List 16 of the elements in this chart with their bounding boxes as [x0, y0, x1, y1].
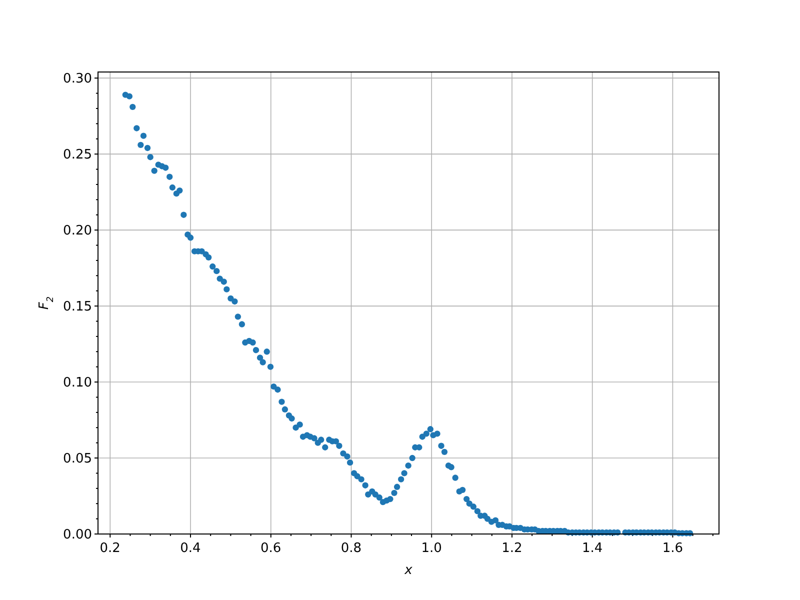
y-tick-label: 0.25 — [63, 148, 92, 163]
x-tick-label: 0.6 — [260, 541, 282, 556]
y-tick-label: 0.05 — [63, 452, 92, 467]
y-tick-label: 0.00 — [63, 528, 92, 543]
y-tick-label: 0.15 — [63, 300, 92, 315]
x-tick-label: 1.4 — [582, 541, 603, 556]
x-tick-label: 1.2 — [502, 541, 522, 556]
y-tick-label: 0.30 — [63, 72, 92, 87]
x-tick-label: 1.6 — [662, 541, 684, 556]
x-tick-label: 0.4 — [180, 541, 201, 556]
x-tick-label: 1.0 — [421, 541, 442, 556]
x-axis-title: x — [404, 563, 413, 578]
x-tick-label: 0.2 — [100, 541, 120, 556]
y-tick-label: 0.10 — [63, 376, 92, 391]
y-tick-label: 0.20 — [63, 224, 92, 239]
x-tick-label: 0.8 — [340, 541, 362, 556]
